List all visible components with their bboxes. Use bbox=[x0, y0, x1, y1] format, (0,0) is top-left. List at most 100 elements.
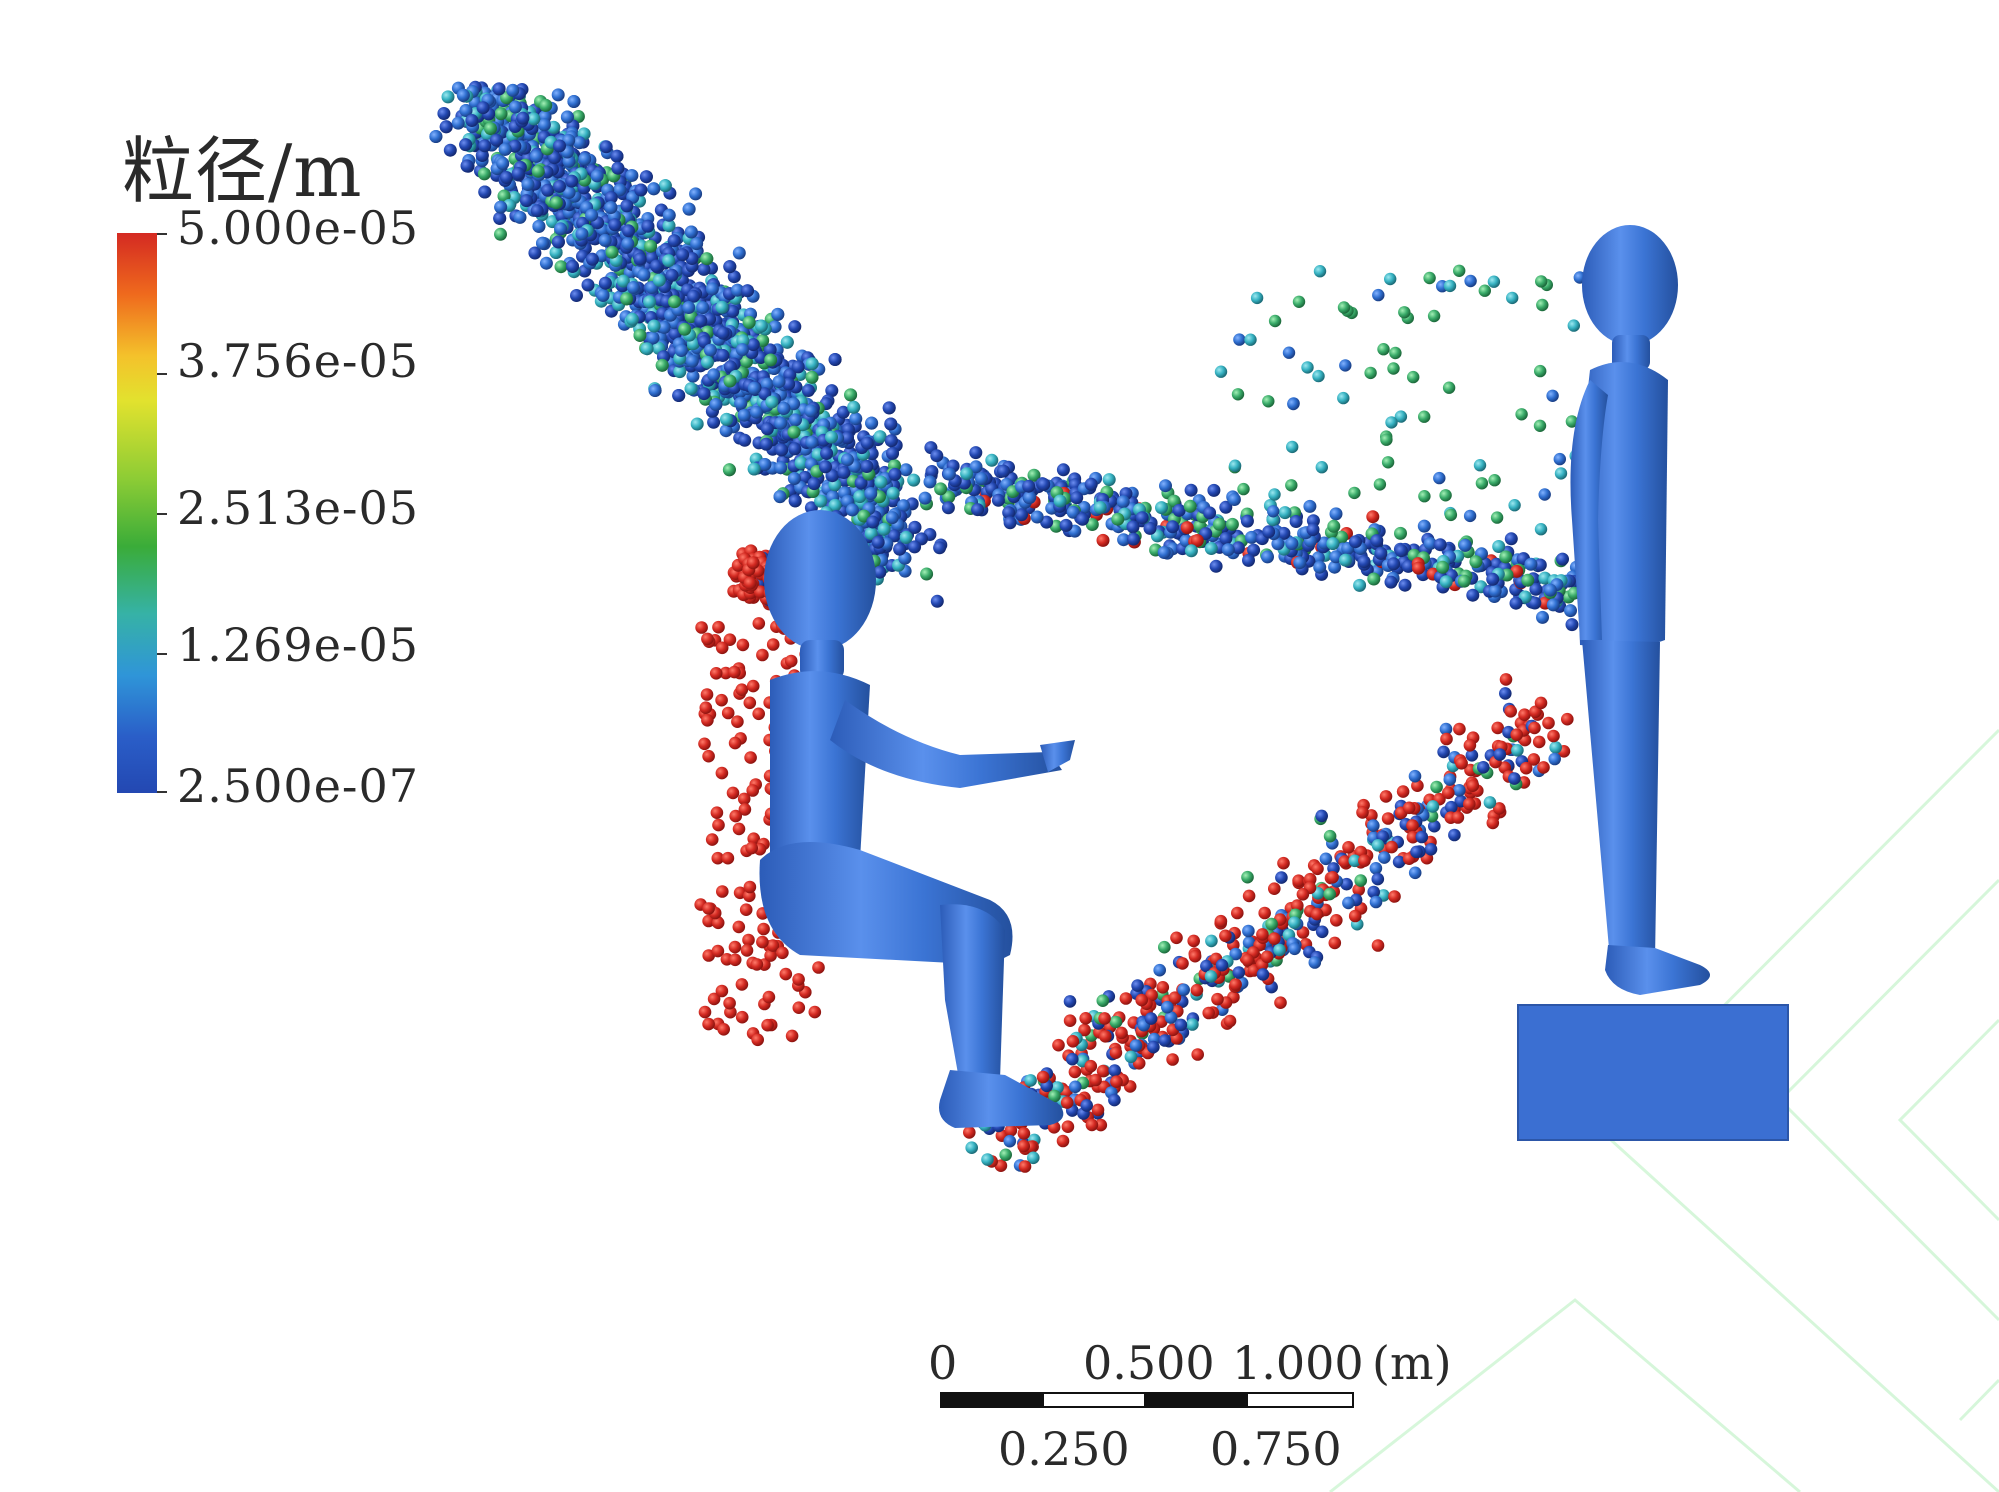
large-particle bbox=[1256, 928, 1269, 941]
small-particle bbox=[684, 382, 698, 396]
small-particle bbox=[805, 357, 819, 371]
small-particle bbox=[520, 194, 533, 208]
small-particle bbox=[804, 404, 818, 418]
small-particle bbox=[942, 467, 956, 481]
small-particle bbox=[1407, 370, 1420, 384]
small-particle bbox=[1108, 1093, 1121, 1107]
small-particle bbox=[690, 417, 704, 431]
small-particle bbox=[570, 289, 583, 302]
large-particle bbox=[743, 880, 757, 894]
large-particle bbox=[1258, 906, 1271, 920]
large-particle bbox=[707, 992, 721, 1006]
large-particle bbox=[1493, 802, 1506, 815]
small-particle bbox=[873, 565, 887, 579]
large-particle bbox=[728, 665, 741, 679]
standing-human-model bbox=[1570, 225, 1710, 995]
small-particle bbox=[1492, 540, 1506, 553]
small-particle bbox=[1027, 468, 1041, 482]
small-particle bbox=[539, 256, 553, 270]
small-particle bbox=[1212, 517, 1226, 531]
small-particle bbox=[981, 1153, 994, 1166]
large-particle bbox=[1018, 1160, 1032, 1173]
large-particle bbox=[1534, 696, 1548, 710]
scale-label-0: 0 bbox=[928, 1336, 958, 1390]
small-particle bbox=[621, 237, 635, 251]
small-particle bbox=[1315, 925, 1329, 939]
small-particle bbox=[765, 395, 779, 409]
small-particle bbox=[747, 381, 761, 395]
small-particle bbox=[598, 233, 612, 247]
small-particle bbox=[604, 191, 618, 204]
small-particle bbox=[1509, 596, 1523, 610]
small-particle bbox=[1227, 493, 1241, 506]
small-particle bbox=[873, 430, 887, 444]
small-particle bbox=[1288, 916, 1301, 929]
small-particle bbox=[1548, 752, 1561, 766]
small-particle bbox=[536, 236, 549, 250]
small-particle bbox=[920, 567, 934, 581]
small-particle bbox=[1348, 486, 1361, 500]
small-particle bbox=[1093, 501, 1107, 514]
large-particle bbox=[812, 961, 825, 974]
large-particle bbox=[1084, 1059, 1098, 1073]
small-particle bbox=[1546, 389, 1559, 402]
small-particle bbox=[1282, 346, 1296, 359]
small-particle bbox=[528, 246, 542, 260]
large-particle bbox=[1068, 1065, 1082, 1079]
small-particle bbox=[1369, 895, 1383, 909]
small-particle bbox=[1124, 1050, 1138, 1064]
small-particle bbox=[1487, 275, 1501, 288]
small-particle bbox=[554, 260, 568, 274]
small-particle bbox=[969, 460, 983, 474]
small-particle bbox=[655, 358, 669, 372]
scale-label-0250: 0.250 bbox=[998, 1422, 1130, 1476]
large-particle bbox=[756, 935, 769, 949]
small-particle bbox=[1490, 511, 1504, 524]
large-particle bbox=[1451, 811, 1465, 824]
small-particle bbox=[841, 431, 854, 445]
small-particle bbox=[930, 594, 944, 608]
small-particle bbox=[633, 328, 647, 342]
large-particle bbox=[752, 707, 765, 721]
small-particle bbox=[684, 225, 698, 239]
small-particle bbox=[734, 396, 748, 410]
large-particle bbox=[1231, 906, 1244, 920]
small-particle bbox=[511, 167, 525, 180]
small-particle bbox=[1374, 546, 1388, 560]
small-particle bbox=[1219, 531, 1233, 545]
large-particle bbox=[1176, 957, 1189, 970]
large-particle bbox=[743, 576, 757, 590]
small-particle bbox=[886, 486, 900, 500]
small-particle bbox=[1442, 381, 1456, 394]
small-particle bbox=[1536, 610, 1549, 624]
small-particle bbox=[565, 174, 579, 188]
small-particle bbox=[1418, 410, 1431, 423]
large-particle bbox=[1292, 874, 1305, 887]
small-particle bbox=[1384, 272, 1397, 286]
small-particle bbox=[1398, 578, 1412, 592]
large-particle bbox=[1455, 757, 1468, 770]
small-particle bbox=[492, 82, 506, 96]
small-particle bbox=[971, 503, 985, 517]
legend-title: 粒径/m bbox=[122, 129, 363, 213]
small-particle bbox=[884, 417, 898, 431]
small-particle bbox=[639, 170, 653, 184]
small-particle bbox=[1048, 1089, 1061, 1103]
large-particle bbox=[766, 638, 780, 651]
small-particle bbox=[1053, 494, 1067, 508]
small-particle bbox=[1486, 572, 1500, 586]
small-particle bbox=[885, 511, 899, 525]
small-particle bbox=[560, 110, 574, 124]
small-particle bbox=[1003, 516, 1017, 530]
small-particle bbox=[1427, 309, 1441, 323]
large-particle bbox=[1180, 521, 1194, 535]
large-particle bbox=[746, 556, 760, 570]
large-particle bbox=[728, 736, 742, 750]
small-particle bbox=[1030, 510, 1044, 524]
small-particle bbox=[965, 1141, 978, 1154]
small-particle bbox=[1231, 388, 1245, 401]
small-particle bbox=[1367, 819, 1380, 832]
large-particle bbox=[732, 822, 746, 836]
small-particle bbox=[1080, 1099, 1093, 1112]
large-particle bbox=[732, 920, 746, 934]
